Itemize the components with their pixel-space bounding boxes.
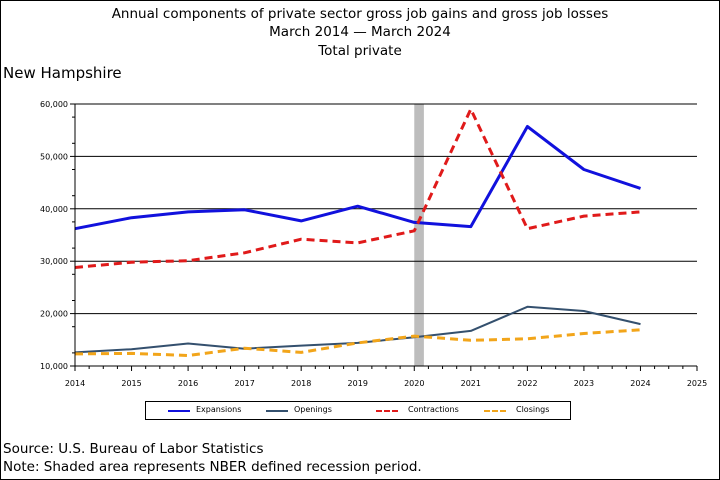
recession-shading bbox=[414, 104, 424, 366]
x-tick-label: 2023 bbox=[574, 379, 594, 388]
source-note: Source: U.S. Bureau of Labor Statistics bbox=[3, 441, 264, 457]
chart-subtitle-series: Total private bbox=[318, 43, 402, 59]
chart-subtitle-period: March 2014 — March 2024 bbox=[269, 24, 451, 40]
legend-swatch-closings bbox=[484, 410, 506, 412]
region-label: New Hampshire bbox=[3, 64, 122, 82]
legend-label-closings: Closings bbox=[516, 405, 550, 414]
x-tick-label: 2016 bbox=[178, 379, 198, 388]
x-tick-label: 2021 bbox=[461, 379, 481, 388]
legend-swatch-openings bbox=[266, 410, 288, 412]
series-line-contractions bbox=[74, 107, 641, 269]
y-tick-label: 60,000 bbox=[40, 100, 68, 109]
y-tick-label: 50,000 bbox=[40, 152, 68, 161]
recession-note: Note: Shaded area represents NBER define… bbox=[3, 459, 422, 475]
x-tick-label: 2025 bbox=[687, 379, 707, 388]
x-tick-label: 2022 bbox=[517, 379, 537, 388]
x-tick-label: 2015 bbox=[121, 379, 141, 388]
series-line-closings bbox=[74, 328, 641, 357]
x-tick-label: 2019 bbox=[348, 379, 368, 388]
x-tick-label: 2017 bbox=[234, 379, 254, 388]
x-tick-label: 2018 bbox=[291, 379, 311, 388]
series-line-openings bbox=[74, 305, 641, 354]
y-tick-label: 40,000 bbox=[40, 205, 68, 214]
legend-label-contractions: Contractions bbox=[408, 405, 459, 414]
y-tick-label: 30,000 bbox=[40, 257, 68, 266]
legend-label-expansions: Expansions bbox=[196, 405, 242, 414]
legend-swatch-expansions bbox=[168, 410, 190, 412]
y-tick-label: 20,000 bbox=[40, 310, 68, 319]
x-tick-label: 2024 bbox=[630, 379, 650, 388]
legend-swatch-contractions bbox=[376, 410, 398, 412]
y-tick-label: 10,000 bbox=[40, 362, 68, 371]
legend-label-openings: Openings bbox=[294, 405, 332, 414]
x-tick-label: 2014 bbox=[65, 379, 85, 388]
chart-title: Annual components of private sector gros… bbox=[111, 6, 609, 22]
series-line-expansions bbox=[74, 125, 641, 231]
chart-legend: Expansions Openings Contractions Closing… bbox=[145, 401, 571, 420]
x-tick-label: 2020 bbox=[404, 379, 424, 388]
